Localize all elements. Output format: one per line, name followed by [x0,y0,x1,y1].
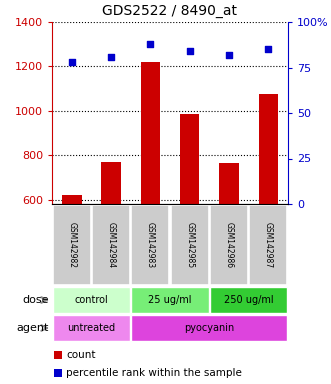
Text: agent: agent [16,323,49,333]
Bar [53,205,91,285]
Point [148,41,153,47]
Bar [131,314,287,341]
Text: GSM142983: GSM142983 [146,222,155,268]
Point [69,59,74,65]
Point [108,53,114,60]
Bar [53,286,130,313]
Text: count: count [66,350,96,360]
Bar [101,162,121,204]
Bar [92,205,130,285]
Text: control: control [74,295,108,305]
Bar [131,286,209,313]
Bar [131,205,169,285]
Text: GSM142984: GSM142984 [107,222,116,268]
Text: untreated: untreated [67,323,116,333]
Text: dose: dose [22,295,49,305]
Text: GSM142982: GSM142982 [67,222,76,268]
Text: GSM142987: GSM142987 [264,222,273,268]
Bar [171,205,209,285]
Text: pyocyanin: pyocyanin [184,323,234,333]
Point [226,52,232,58]
Text: 250 ug/ml: 250 ug/ml [224,295,273,305]
Text: 25 ug/ml: 25 ug/ml [148,295,192,305]
Bar [62,195,81,204]
Bar [210,205,248,285]
Bar [53,314,130,341]
Text: percentile rank within the sample: percentile rank within the sample [66,367,242,377]
Bar [250,205,287,285]
Bar [180,114,200,204]
Title: GDS2522 / 8490_at: GDS2522 / 8490_at [103,4,238,18]
Point [187,48,192,54]
Bar [140,62,160,204]
Point [266,46,271,52]
Bar [259,94,278,204]
Text: GSM142986: GSM142986 [224,222,233,268]
Bar [210,286,287,313]
Bar [219,163,239,204]
Text: GSM142985: GSM142985 [185,222,194,268]
